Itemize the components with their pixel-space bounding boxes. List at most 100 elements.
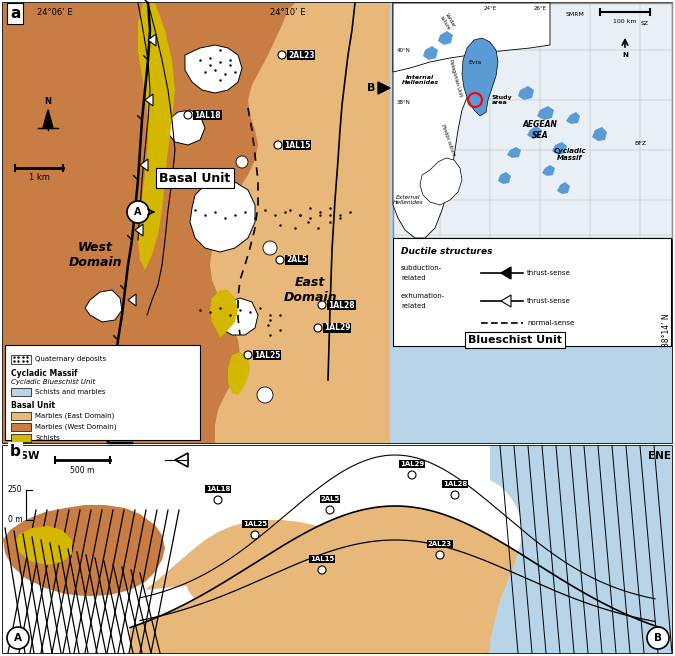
Polygon shape: [43, 110, 53, 128]
Bar: [5, 345, 200, 440]
Text: 1 km: 1 km: [28, 173, 49, 182]
Text: 26°E: 26°E: [533, 6, 547, 11]
Circle shape: [257, 387, 273, 403]
Text: Basal Unit: Basal Unit: [11, 401, 55, 409]
Polygon shape: [552, 142, 567, 155]
Polygon shape: [378, 82, 390, 94]
Text: Cycladic Blueschist Unit: Cycladic Blueschist Unit: [11, 379, 95, 385]
Polygon shape: [3, 3, 288, 443]
Circle shape: [326, 506, 334, 514]
Text: Blueschist Unit: Blueschist Unit: [468, 335, 562, 345]
Text: 2AL23: 2AL23: [428, 541, 452, 547]
Polygon shape: [462, 38, 498, 116]
Text: 40°N: 40°N: [397, 47, 411, 52]
Polygon shape: [490, 446, 672, 653]
Text: a: a: [10, 6, 20, 21]
Polygon shape: [592, 127, 607, 141]
Text: Marbles (West Domain): Marbles (West Domain): [35, 424, 117, 430]
Circle shape: [451, 491, 459, 499]
Text: A: A: [134, 207, 142, 217]
Text: Cycladic
Massif: Cycladic Massif: [554, 148, 587, 161]
Polygon shape: [138, 3, 175, 270]
Polygon shape: [148, 34, 156, 46]
Bar: [3, 3, 672, 443]
Circle shape: [436, 551, 444, 559]
Polygon shape: [3, 505, 162, 653]
Text: N: N: [622, 52, 628, 58]
Polygon shape: [215, 298, 258, 335]
Text: WSW: WSW: [10, 451, 40, 461]
Circle shape: [7, 627, 29, 649]
Text: B: B: [654, 633, 662, 643]
Circle shape: [278, 51, 286, 59]
Text: Schists and marbles: Schists and marbles: [35, 389, 105, 395]
Text: thrust-sense: thrust-sense: [527, 270, 571, 276]
Text: related: related: [401, 303, 426, 309]
Circle shape: [647, 627, 669, 649]
Polygon shape: [85, 290, 122, 322]
Polygon shape: [557, 182, 570, 194]
Text: AEGEAN
SEA: AEGEAN SEA: [522, 120, 558, 140]
Circle shape: [314, 324, 322, 332]
Polygon shape: [167, 110, 205, 145]
Bar: [393, 3, 672, 238]
Polygon shape: [190, 180, 255, 252]
Text: N: N: [45, 97, 51, 106]
Polygon shape: [145, 520, 385, 630]
Bar: [11, 434, 31, 442]
Polygon shape: [393, 3, 550, 72]
Polygon shape: [3, 506, 165, 653]
Polygon shape: [350, 3, 672, 443]
Text: 1AL28: 1AL28: [328, 300, 354, 310]
Text: East
Domain: East Domain: [284, 276, 337, 304]
Circle shape: [318, 566, 326, 574]
Polygon shape: [393, 3, 490, 238]
Text: 100 km: 100 km: [614, 19, 637, 24]
Text: BFZ: BFZ: [634, 141, 646, 146]
Text: normal-sense: normal-sense: [527, 320, 574, 326]
Text: External
Hellenides: External Hellenides: [393, 195, 423, 205]
Text: Vardar
suture: Vardar suture: [439, 12, 457, 31]
Text: Quaternary deposits: Quaternary deposits: [35, 356, 106, 363]
Polygon shape: [420, 158, 462, 205]
Text: 1AL25: 1AL25: [254, 350, 280, 359]
Polygon shape: [423, 46, 438, 60]
Circle shape: [147, 160, 163, 176]
Polygon shape: [128, 294, 136, 306]
Text: 1AL29: 1AL29: [324, 323, 350, 333]
Polygon shape: [130, 506, 660, 653]
Polygon shape: [507, 147, 521, 158]
Polygon shape: [527, 126, 542, 139]
Text: Schists: Schists: [35, 435, 60, 441]
Text: Evia: Evia: [468, 60, 482, 64]
Text: 38°N: 38°N: [397, 100, 411, 104]
Bar: [3, 446, 672, 653]
Polygon shape: [185, 45, 242, 93]
Polygon shape: [135, 224, 143, 236]
Text: Marbles (East Domain): Marbles (East Domain): [35, 413, 114, 419]
Circle shape: [274, 141, 282, 149]
Text: 1AL28: 1AL28: [443, 481, 467, 487]
Bar: [393, 238, 671, 346]
Text: 24°E: 24°E: [483, 6, 497, 11]
Text: 250: 250: [8, 485, 22, 495]
Text: 38°14’ N: 38°14’ N: [662, 313, 671, 347]
Text: Cycladic Massif: Cycladic Massif: [11, 369, 78, 377]
Text: exhumation-: exhumation-: [401, 293, 446, 299]
Text: SMRM: SMRM: [566, 12, 585, 18]
Text: 24°06’ E: 24°06’ E: [37, 8, 73, 17]
Text: Internal
Hellenides: Internal Hellenides: [402, 75, 439, 85]
Polygon shape: [498, 172, 511, 184]
Bar: [11, 388, 31, 396]
Text: subduction-: subduction-: [401, 265, 442, 271]
Text: Study
area: Study area: [492, 94, 512, 106]
Text: thrust-sense: thrust-sense: [527, 298, 571, 304]
Text: Basal Unit: Basal Unit: [159, 171, 231, 184]
Circle shape: [214, 496, 222, 504]
Polygon shape: [518, 86, 534, 100]
Polygon shape: [438, 31, 453, 45]
Polygon shape: [501, 267, 511, 279]
Circle shape: [236, 156, 248, 168]
Polygon shape: [228, 352, 250, 395]
Text: 1AL15: 1AL15: [310, 556, 334, 562]
